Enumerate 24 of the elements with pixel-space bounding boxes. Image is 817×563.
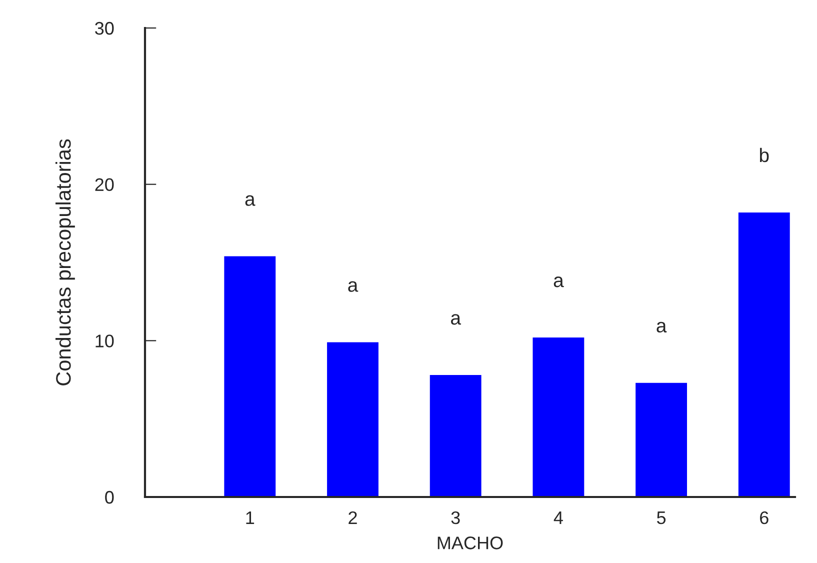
bar <box>327 342 378 497</box>
annotation: b <box>760 148 769 162</box>
y-axis-title: Conductas precopulatorias <box>56 139 75 386</box>
x-tick-label: 2 <box>348 511 357 524</box>
x-tick-label: 5 <box>657 512 666 524</box>
bar <box>636 382 688 497</box>
x-tick-label: 3 <box>451 511 460 524</box>
annotation: a <box>348 281 358 292</box>
x-tick-label: 4 <box>554 512 563 524</box>
y-tick-label: 30 <box>95 22 114 35</box>
y-tick-label: 0 <box>105 490 114 504</box>
x-tick-label: 1 <box>246 512 254 524</box>
annotation: a <box>245 195 256 206</box>
annotation: a <box>451 314 462 325</box>
x-tick-label: 6 <box>760 511 768 524</box>
y-tick-label: 20 <box>95 178 114 192</box>
bar <box>224 256 276 497</box>
annotation: a <box>656 322 667 333</box>
bar <box>532 338 584 497</box>
y-tick-label: 10 <box>96 334 114 348</box>
bar <box>738 212 790 497</box>
annotation: a <box>554 276 564 288</box>
x-axis-title: MACHO <box>438 536 503 550</box>
bar <box>430 375 482 497</box>
